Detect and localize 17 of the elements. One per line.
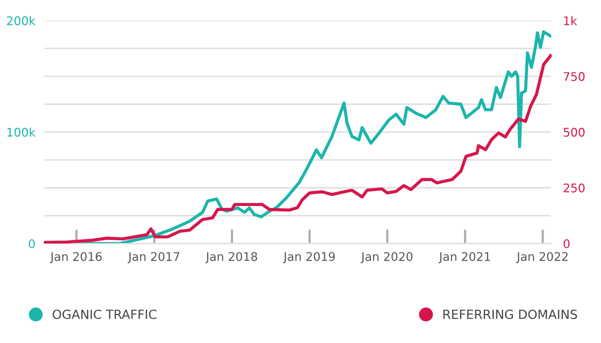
y2-tick-label: 500 — [564, 128, 585, 137]
y-tick-label: 0 — [28, 239, 35, 248]
legend-label: OGANIC TRAFFIC — [52, 310, 156, 320]
x-tick-label: Jan 2022 — [516, 252, 568, 264]
y2-tick-label: 0 — [564, 239, 570, 248]
legend-label: REFERRING DOMAINS — [443, 310, 578, 320]
y-tick-label: 100k — [7, 128, 36, 137]
y2-tick-label: 750 — [564, 72, 585, 81]
x-tick-label: Jan 2021 — [438, 252, 490, 264]
y2-tick-label: 1k — [564, 16, 578, 26]
x-tick-label: Jan 2018 — [205, 252, 258, 264]
x-tick-label: Jan 2016 — [50, 252, 102, 264]
x-tick-label: Jan 2017 — [128, 252, 180, 264]
x-tick-label: Jan 2020 — [360, 252, 412, 264]
y2-tick-label: 250 — [564, 184, 585, 192]
y-tick-label: 200k — [7, 16, 36, 26]
x-tick-label: Jan 2019 — [282, 252, 335, 264]
